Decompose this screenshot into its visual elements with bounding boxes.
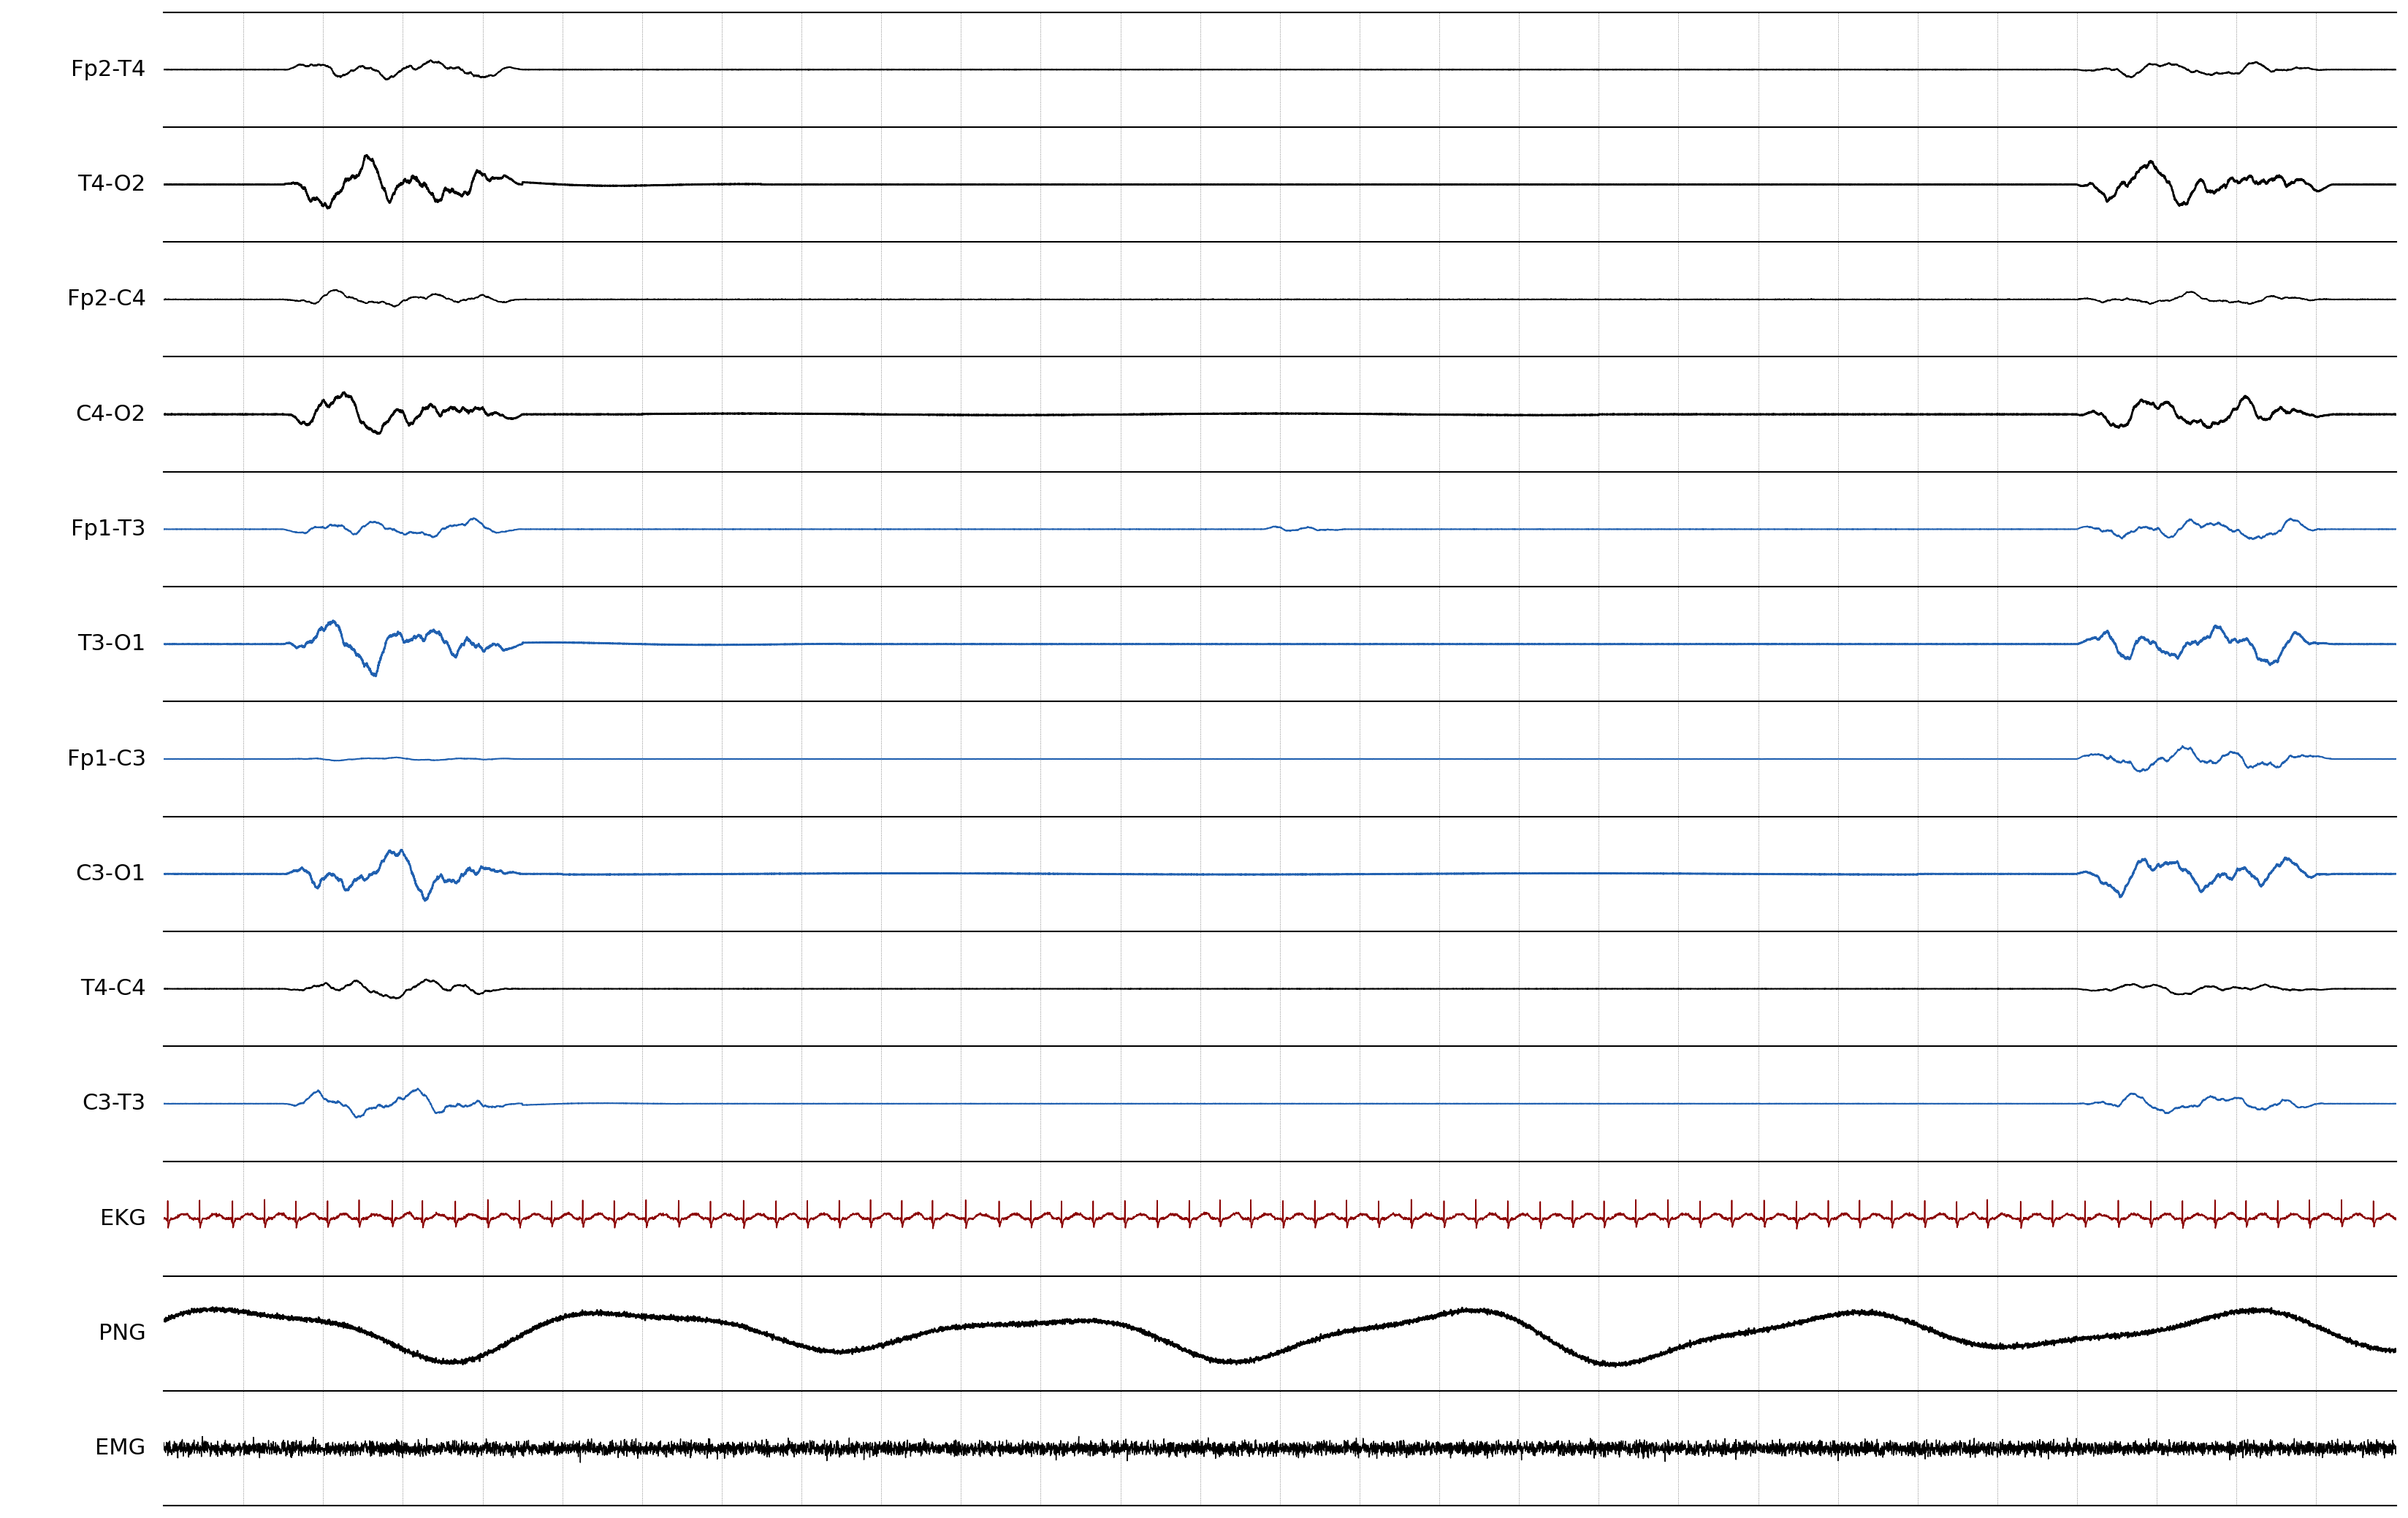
Y-axis label: Fp2-T4: Fp2-T4: [72, 59, 147, 80]
Y-axis label: C3-T3: C3-T3: [82, 1093, 147, 1114]
Y-axis label: T4-C4: T4-C4: [79, 978, 147, 999]
Y-axis label: C4-O2: C4-O2: [75, 404, 147, 425]
Y-axis label: Fp1-T3: Fp1-T3: [70, 519, 147, 540]
Y-axis label: EMG: EMG: [96, 1438, 147, 1459]
Y-axis label: T3-O1: T3-O1: [77, 633, 147, 654]
Y-axis label: C3-O1: C3-O1: [75, 864, 147, 885]
Y-axis label: PNG: PNG: [99, 1322, 147, 1343]
Y-axis label: Fp1-C3: Fp1-C3: [67, 748, 147, 770]
Y-axis label: EKG: EKG: [101, 1208, 147, 1230]
Y-axis label: T4-O2: T4-O2: [77, 175, 147, 196]
Y-axis label: Fp2-C4: Fp2-C4: [67, 288, 147, 310]
